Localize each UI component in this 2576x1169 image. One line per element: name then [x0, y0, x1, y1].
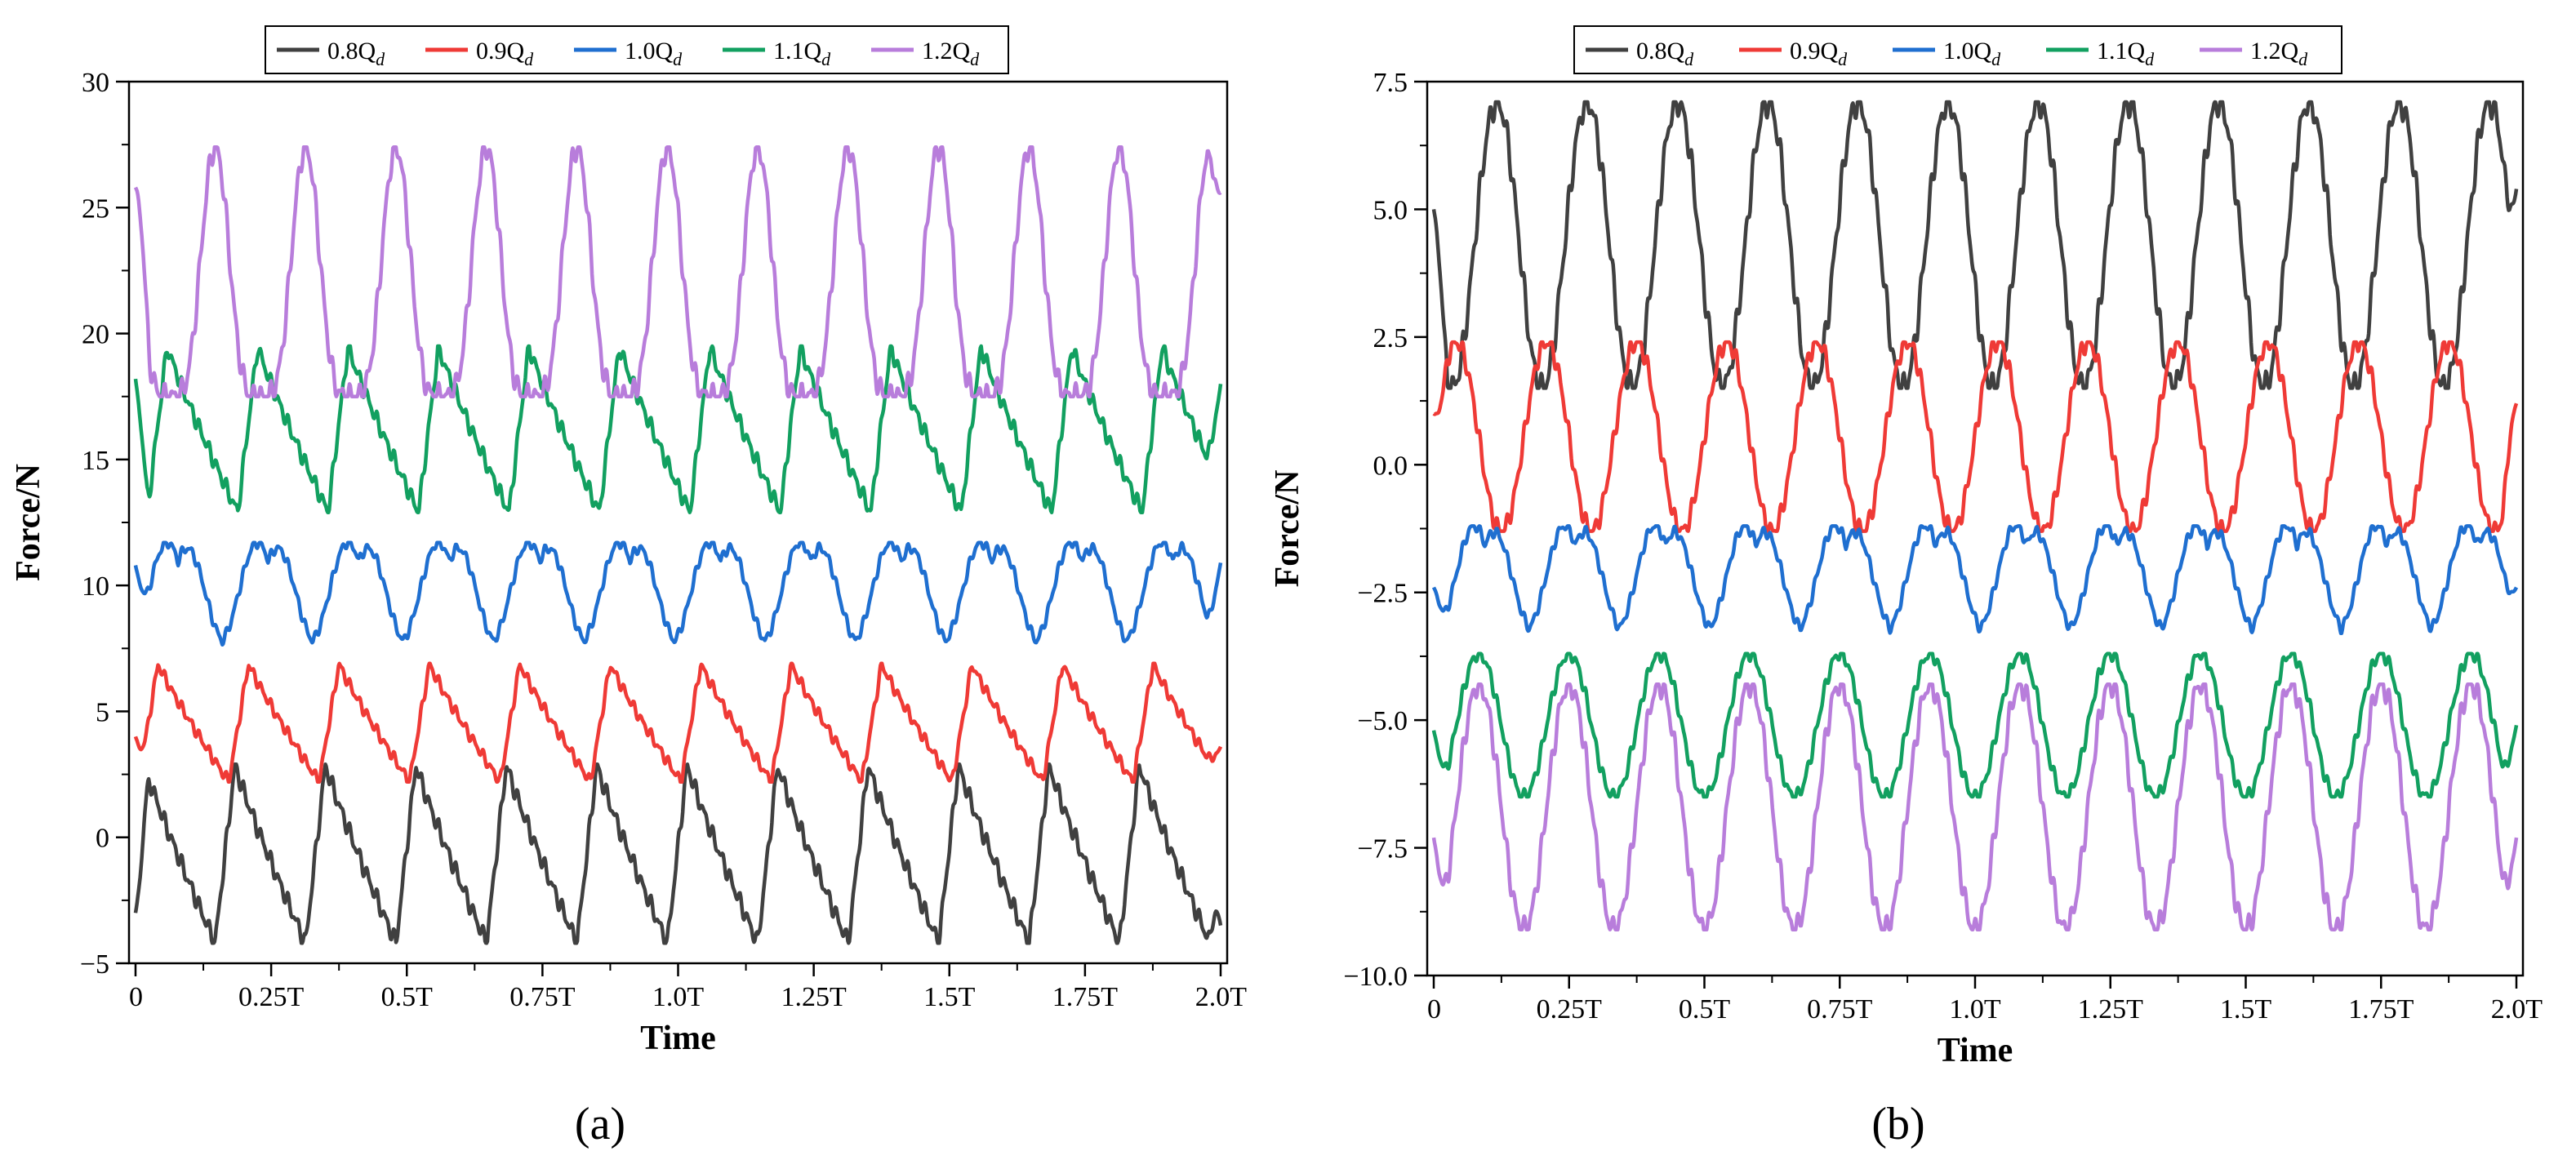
legend-label: 1.1Qd	[2097, 38, 2155, 69]
legend-label-subscript: d	[376, 49, 385, 69]
x-tick-label: 1.25T	[2078, 994, 2144, 1025]
chart-panel-b: 0 0.25T 0.5T 0.75T 1.0T 1.25T 1.5T 1.75T 2.0T −10…	[1269, 25, 2543, 1149]
y-axis-label: Force/N	[10, 464, 47, 581]
legend-label: 0.8Qd	[1636, 38, 1694, 69]
x-tick-label: 1.0T	[1949, 994, 2001, 1025]
x-tick-label: 0.5T	[1679, 994, 1731, 1025]
y-axis-label: Force/N	[1269, 470, 1306, 588]
y-tick-label: −10.0	[1343, 962, 1408, 992]
legend-label-text: 0.8Q	[327, 38, 376, 64]
y-tick-label: −5	[80, 949, 109, 980]
series-line-10Qd	[133, 540, 1223, 647]
y-tick-label: −5.0	[1357, 706, 1408, 736]
x-tick-label: 1.5T	[2220, 994, 2272, 1025]
x-tick-label: 0.75T	[1807, 994, 1873, 1025]
legend-label: 0.8Qd	[327, 38, 385, 69]
panel-label: (b)	[1871, 1099, 1924, 1149]
y-tick-label: 7.5	[1373, 68, 1408, 98]
series-line-08Qd	[133, 762, 1223, 945]
legend-label-text: 1.2Q	[922, 38, 971, 64]
series-line-12Qd	[133, 144, 1222, 398]
legend: 0.8Qd 0.9Qd 1.0Qd 1.1Qd 1.2Qd	[265, 25, 1009, 74]
x-tick-label: 0.25T	[238, 982, 305, 1012]
legend-label-text: 1.2Q	[2250, 38, 2299, 64]
x-tick-label: 1.5T	[923, 982, 976, 1012]
legend-label: 1.0Qd	[625, 38, 683, 69]
series-line-09Qd	[133, 661, 1223, 785]
series-line-11Qd	[1431, 651, 2519, 799]
legend-label-subscript: d	[970, 49, 980, 69]
legend-label-subscript: d	[2145, 49, 2155, 69]
x-tick-label: 1.75T	[2348, 994, 2414, 1025]
legend-label: 0.9Qd	[1790, 38, 1848, 69]
legend: 0.8Qd 0.9Qd 1.0Qd 1.1Qd 1.2Qd	[1573, 25, 2342, 74]
legend-label-text: 1.1Q	[2097, 38, 2146, 64]
x-tick-label: 2.0T	[1195, 982, 1248, 1012]
series-line-11Qd	[133, 344, 1223, 514]
x-tick-label: 2.0T	[2491, 994, 2543, 1025]
x-tick-label: 0.5T	[381, 982, 434, 1012]
y-tick-label: 0	[96, 824, 109, 854]
series-line-08Qd	[1431, 100, 2519, 390]
series-group	[1431, 100, 2519, 931]
x-tick-label: 0	[129, 982, 143, 1012]
legend-label: 1.2Qd	[922, 38, 980, 69]
legend-label-subscript: d	[821, 49, 831, 69]
y-tick-label: −7.5	[1357, 834, 1408, 865]
legend-label-subscript: d	[1838, 49, 1848, 69]
x-axis-label: Time	[1938, 1032, 2013, 1069]
series-line-09Qd	[1432, 340, 2519, 533]
series-line-12Qd	[1431, 682, 2519, 931]
x-tick-label: 0.25T	[1537, 994, 1603, 1025]
legend-label-subscript: d	[673, 49, 683, 69]
legend-label-subscript: d	[1684, 49, 1694, 69]
legend-label-subscript: d	[524, 49, 534, 69]
panel-label: (a)	[575, 1099, 625, 1149]
series-line-10Qd	[1431, 524, 2519, 635]
x-tick-label: 1.75T	[1052, 982, 1119, 1012]
y-tick-label: 10	[82, 571, 109, 602]
x-tick-label: 0.75T	[509, 982, 576, 1012]
x-tick-label: 1.25T	[781, 982, 847, 1012]
legend-label-text: 1.1Q	[773, 38, 822, 64]
legend-label: 0.9Qd	[476, 38, 534, 69]
legend-label-text: 0.9Q	[476, 38, 525, 64]
y-tick-label: 20	[82, 320, 109, 350]
y-tick-label: 25	[82, 193, 109, 224]
legend-label-text: 1.0Q	[1943, 38, 1992, 64]
legend-label-text: 0.9Q	[1790, 38, 1839, 64]
legend-label-text: 0.8Q	[1636, 38, 1685, 64]
legend-label-subscript: d	[1991, 49, 2001, 69]
y-tick-label: 0.0	[1373, 451, 1408, 481]
y-tick-label: 30	[82, 68, 109, 98]
chart-panel-a: 0 0.25T 0.5T 0.75T 1.0T 1.25T 1.5T 1.75T 2.0T −5 0…	[10, 25, 1248, 1149]
series-group	[133, 144, 1223, 945]
plot-frame	[1426, 80, 2525, 977]
x-axis-label: Time	[640, 1020, 716, 1057]
legend-label-subscript: d	[2298, 49, 2308, 69]
legend-label: 1.0Qd	[1943, 38, 2001, 69]
x-tick-label: 0	[1427, 994, 1441, 1025]
y-tick-label: 15	[82, 446, 109, 476]
y-tick-label: 5	[96, 697, 109, 727]
y-tick-label: 2.5	[1373, 323, 1408, 353]
legend-label: 1.1Qd	[773, 38, 831, 69]
legend-label: 1.2Qd	[2250, 38, 2308, 69]
y-tick-label: 5.0	[1373, 195, 1408, 225]
legend-label-text: 1.0Q	[625, 38, 674, 64]
y-tick-label: −2.5	[1357, 579, 1408, 609]
x-tick-label: 1.0T	[652, 982, 705, 1012]
